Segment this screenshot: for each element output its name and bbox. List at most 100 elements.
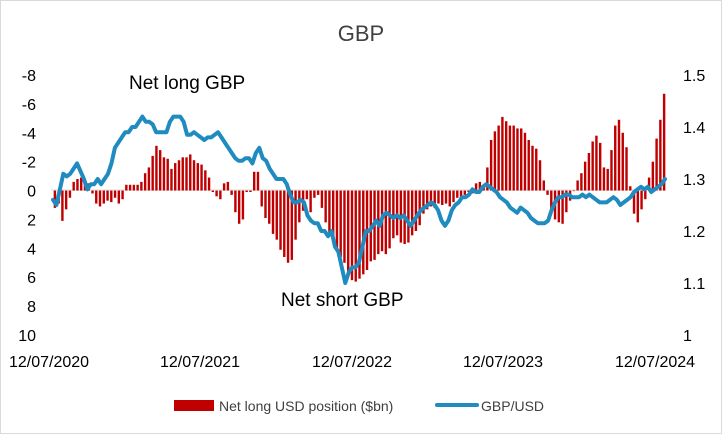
- usd-position-bar: [504, 121, 508, 191]
- usd-position-bar: [117, 190, 121, 204]
- usd-position-bar: [279, 190, 282, 250]
- left-tick-label: -6: [22, 97, 36, 114]
- usd-position-bar: [542, 180, 545, 191]
- right-tick-label: 1.1: [683, 276, 705, 293]
- usd-position-bar: [358, 190, 361, 279]
- usd-position-bar: [448, 190, 451, 207]
- usd-position-bar: [253, 171, 256, 191]
- usd-position-bar: [196, 163, 199, 191]
- usd-position-bar: [249, 190, 252, 192]
- usd-position-bar: [595, 135, 598, 191]
- usd-position-bar: [166, 158, 169, 191]
- left-tick-label: -4: [22, 126, 36, 143]
- right-axis: 1 1.1 1.2 1.3 1.4 1.5: [683, 68, 705, 345]
- usd-position-bar: [418, 190, 421, 226]
- left-tick-label: -2: [22, 155, 36, 172]
- usd-position-bar: [335, 190, 339, 249]
- left-tick-label: -8: [22, 68, 36, 85]
- right-tick-label: 1.3: [683, 172, 705, 189]
- usd-position-bar: [535, 148, 538, 191]
- usd-position-bar: [132, 184, 136, 191]
- usd-position-bar: [388, 190, 391, 249]
- usd-position-bar: [531, 145, 534, 191]
- usd-position-bar: [200, 164, 203, 191]
- usd-position-bar: [181, 157, 184, 191]
- legend-bar-swatch: [174, 400, 214, 411]
- usd-position-bar: [602, 167, 606, 191]
- usd-position-bar: [659, 119, 662, 191]
- usd-position-bar: [271, 190, 275, 234]
- usd-position-bar: [155, 145, 158, 191]
- usd-position-bar: [324, 190, 327, 223]
- usd-position-bar: [550, 190, 553, 210]
- left-tick-label: 10: [18, 328, 36, 345]
- usd-position-bar: [268, 190, 271, 224]
- usd-position-bar: [508, 125, 512, 191]
- x-tick-label: 12/07/2021: [160, 354, 240, 371]
- usd-position-bar: [591, 141, 594, 191]
- right-tick-label: 1: [683, 328, 692, 345]
- usd-position-bar: [565, 190, 568, 213]
- usd-position-bar: [305, 190, 309, 200]
- usd-position-bar: [347, 190, 350, 275]
- usd-position-bar: [425, 190, 429, 210]
- usd-position-bar: [410, 190, 414, 236]
- usd-position-bar: [313, 190, 316, 198]
- usd-position-bar: [621, 132, 624, 191]
- usd-position-bar: [298, 190, 301, 223]
- usd-position-bar: [395, 190, 399, 236]
- usd-position-bar: [204, 170, 207, 191]
- usd-position-bar: [512, 125, 515, 191]
- usd-position-bar: [316, 190, 320, 195]
- x-tick-label: 12/07/2022: [312, 354, 392, 371]
- usd-position-bar: [170, 168, 173, 191]
- x-tick-label: 12/07/2020: [9, 354, 89, 371]
- usd-position-bar: [294, 190, 297, 240]
- usd-position-bar: [617, 119, 621, 191]
- usd-position-bar: [260, 190, 263, 207]
- usd-position-bar: [459, 190, 463, 200]
- usd-position-bar: [489, 140, 493, 191]
- usd-position-bar: [437, 190, 440, 204]
- usd-position-bar: [192, 160, 196, 191]
- gbpusd-line-layer: [51, 114, 667, 285]
- usd-position-bar: [625, 147, 628, 191]
- usd-position-bar: [339, 190, 342, 257]
- usd-position-bar: [151, 155, 154, 191]
- x-tick-label: 12/07/2023: [463, 354, 543, 371]
- usd-position-bar: [429, 190, 433, 207]
- usd-position-bar: [414, 190, 418, 231]
- usd-position-bar: [226, 181, 230, 191]
- usd-position-bar: [106, 190, 109, 201]
- usd-position-bar: [80, 177, 83, 191]
- usd-position-bar: [136, 184, 139, 191]
- usd-position-bar: [61, 190, 64, 221]
- usd-position-bar: [140, 181, 143, 191]
- usd-position-bar: [598, 142, 602, 191]
- usd-position-bar: [486, 167, 489, 191]
- usd-position-bar: [474, 183, 478, 191]
- usd-position-bar: [147, 167, 151, 191]
- usd-position-bar: [110, 190, 113, 203]
- usd-position-bar: [384, 190, 388, 255]
- usd-position-bar: [497, 125, 500, 191]
- usd-position-bar: [636, 190, 639, 223]
- usd-position-bar: [290, 190, 294, 260]
- usd-position-bar: [362, 190, 365, 275]
- usd-position-bar: [456, 190, 459, 198]
- usd-position-bar: [283, 190, 286, 257]
- gbpusd-line: [51, 114, 667, 285]
- left-tick-label: 0: [27, 184, 36, 201]
- usd-position-bar: [143, 173, 147, 191]
- chart-title: GBP: [338, 21, 384, 46]
- annotation-net-long: Net long GBP: [129, 73, 245, 94]
- usd-position-bar: [561, 190, 564, 224]
- usd-position-bar: [651, 161, 655, 191]
- usd-position-bar: [245, 190, 248, 192]
- legend-bar-label: Net long USD position ($bn): [219, 398, 393, 414]
- usd-position-bar: [523, 132, 527, 191]
- usd-position-bar: [350, 190, 354, 281]
- usd-position-bar: [422, 190, 425, 214]
- usd-position-bar: [392, 190, 395, 239]
